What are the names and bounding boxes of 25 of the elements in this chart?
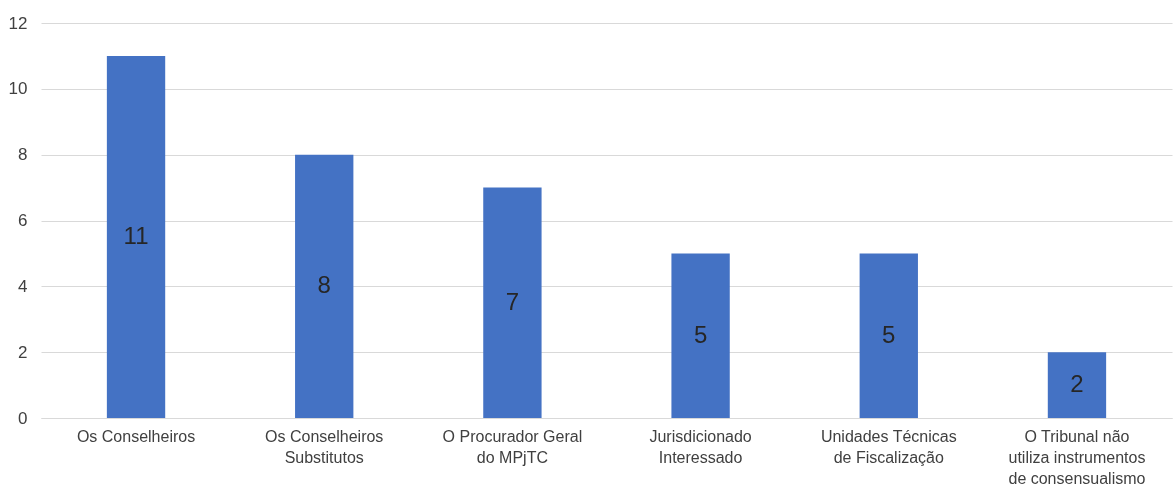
bar <box>1047 352 1107 418</box>
x-tick-label: Unidades Técnicas de Fiscalização <box>820 427 957 466</box>
x-tick-label: Os Conselheiros <box>76 427 196 445</box>
y-tick-label: 6 <box>18 211 28 230</box>
bar <box>483 187 542 418</box>
data-label: 8 <box>317 271 331 299</box>
data-label: 5 <box>882 320 896 348</box>
x-tick-label: Os Conselheiros Substitutos <box>265 427 384 466</box>
y-tick-label: 2 <box>18 342 28 362</box>
data-label: 5 <box>693 320 708 348</box>
x-tick-label: O Procurador Geral do MPjTC <box>442 427 583 466</box>
data-label: 2 <box>1070 370 1084 398</box>
y-tick-label: 8 <box>18 145 28 165</box>
bar <box>106 55 166 418</box>
data-label: 7 <box>505 287 520 315</box>
y-tick-label: 0 <box>18 408 28 428</box>
y-tick-label: 12 <box>8 13 28 33</box>
x-tick-label: Jurisdicionado Interessado <box>649 427 752 466</box>
y-tick-label: 10 <box>8 79 28 99</box>
data-label: 11 <box>123 221 149 249</box>
bar <box>671 253 730 418</box>
bar <box>859 253 918 418</box>
x-tick-label: O Tribunal não utiliza instrumentos de consensualismo <box>1008 427 1146 487</box>
y-tick-label: 4 <box>18 276 28 296</box>
bar <box>295 154 354 418</box>
